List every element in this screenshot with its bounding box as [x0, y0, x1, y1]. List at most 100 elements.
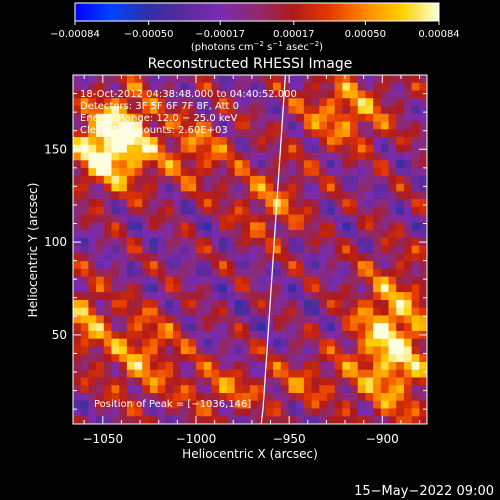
- heatmap-cell: [342, 82, 351, 92]
- heatmap-cell: [357, 206, 366, 216]
- annotation-detectors: Detectors: 3F 5F 6F 7F 8F, Att 0: [80, 101, 239, 112]
- heatmap-cell: [350, 284, 359, 293]
- heatmap-cell: [326, 82, 336, 92]
- heatmap-cell: [180, 152, 189, 161]
- heatmap-cell: [96, 106, 105, 115]
- heatmap-cell: [73, 385, 82, 394]
- heatmap-cell: [365, 191, 374, 200]
- heatmap-cell: [265, 268, 274, 278]
- heatmap-cell: [273, 299, 282, 309]
- heatmap-cell: [334, 299, 343, 309]
- heatmap-cell: [273, 284, 282, 293]
- heatmap-cell: [149, 199, 159, 208]
- heatmap-cell: [180, 268, 189, 278]
- heatmap-cell: [334, 245, 343, 254]
- heatmap-cell: [250, 137, 259, 146]
- heatmap-cell: [403, 160, 413, 169]
- heatmap-cell: [80, 113, 89, 123]
- heatmap-cell: [219, 268, 228, 278]
- heatmap-cell: [350, 253, 359, 262]
- heatmap-cell: [119, 191, 128, 200]
- heatmap-cell: [73, 369, 82, 378]
- heatmap-cell: [149, 307, 159, 316]
- heatmap-cell: [280, 121, 289, 130]
- heatmap-cell: [380, 292, 390, 301]
- heatmap-cell: [211, 392, 220, 402]
- heatmap-cell: [319, 152, 328, 161]
- heatmap-cell: [103, 245, 112, 254]
- heatmap-cell: [234, 144, 243, 154]
- heatmap-cell: [273, 113, 282, 123]
- heatmap-cell: [250, 299, 259, 309]
- heatmap-cell: [380, 307, 390, 316]
- heatmap-cell: [188, 152, 197, 161]
- heatmap-cell: [111, 323, 120, 332]
- heatmap-cell: [396, 214, 405, 223]
- heatmap-cell: [350, 369, 359, 378]
- heatmap-cell: [388, 113, 397, 123]
- heatmap-cell: [419, 222, 427, 231]
- heatmap-cell: [219, 75, 228, 84]
- heatmap-cell: [350, 90, 359, 99]
- heatmap-cell: [365, 284, 374, 293]
- heatmap-cell: [296, 392, 305, 402]
- heatmap-cell: [396, 354, 405, 363]
- heatmap-cell: [396, 230, 405, 239]
- heatmap-cell: [273, 137, 282, 146]
- heatmap-cell: [257, 230, 266, 239]
- heatmap-cell: [165, 183, 174, 192]
- heatmap-cell: [180, 354, 189, 363]
- heatmap-cell: [280, 323, 289, 332]
- heatmap-cell: [96, 392, 105, 402]
- heatmap-cell: [219, 330, 228, 340]
- heatmap-cell: [319, 160, 328, 169]
- heatmap-cell: [373, 338, 382, 347]
- heatmap-cell: [203, 416, 213, 424]
- heatmap-cell: [411, 175, 420, 185]
- heatmap-cell: [342, 230, 351, 239]
- heatmap-cell: [296, 400, 305, 409]
- heatmap-cell: [357, 338, 366, 347]
- heatmap-cell: [403, 346, 413, 355]
- heatmap-cell: [211, 330, 220, 340]
- heatmap-cell: [88, 199, 97, 208]
- heatmap-cell: [296, 292, 305, 301]
- heatmap-cell: [119, 75, 128, 84]
- heatmap-cell: [303, 253, 313, 262]
- heatmap-cell: [88, 222, 97, 231]
- heatmap-cell: [319, 323, 328, 332]
- heatmap-cell: [234, 299, 243, 309]
- chart-title: Reconstructed RHESSI Image: [148, 56, 353, 72]
- heatmap-cell: [311, 237, 320, 247]
- heatmap-cell: [319, 129, 328, 138]
- heatmap-cell: [203, 183, 213, 192]
- heatmap-cell: [80, 385, 89, 394]
- heatmap-cell: [419, 268, 427, 278]
- heatmap-cell: [134, 330, 143, 340]
- heatmap-cell: [226, 253, 236, 262]
- heatmap-cell: [396, 276, 405, 285]
- heatmap-cell: [388, 90, 397, 99]
- heatmap-cell: [380, 315, 390, 324]
- heatmap-cell: [396, 222, 405, 231]
- heatmap-cell: [126, 129, 136, 138]
- heatmap-cell: [273, 237, 282, 247]
- heatmap-cell: [326, 276, 336, 285]
- heatmap-cell: [157, 75, 166, 84]
- heatmap-cell: [126, 268, 136, 278]
- heatmap-cell: [149, 377, 159, 386]
- heatmap-cell: [96, 361, 105, 371]
- heatmap-cell: [350, 245, 359, 254]
- heatmap-cell: [303, 284, 313, 293]
- heatmap-cell: [403, 261, 413, 270]
- heatmap-cell: [319, 206, 328, 216]
- heatmap-cell: [350, 129, 359, 138]
- heatmap-cell: [211, 237, 220, 247]
- heatmap-cell: [288, 315, 297, 324]
- heatmap-cell: [126, 338, 136, 347]
- heatmap-cell: [149, 330, 159, 340]
- heatmap-cell: [388, 385, 397, 394]
- heatmap-cell: [73, 377, 82, 386]
- heatmap-cell: [296, 385, 305, 394]
- heatmap-cell: [226, 121, 236, 130]
